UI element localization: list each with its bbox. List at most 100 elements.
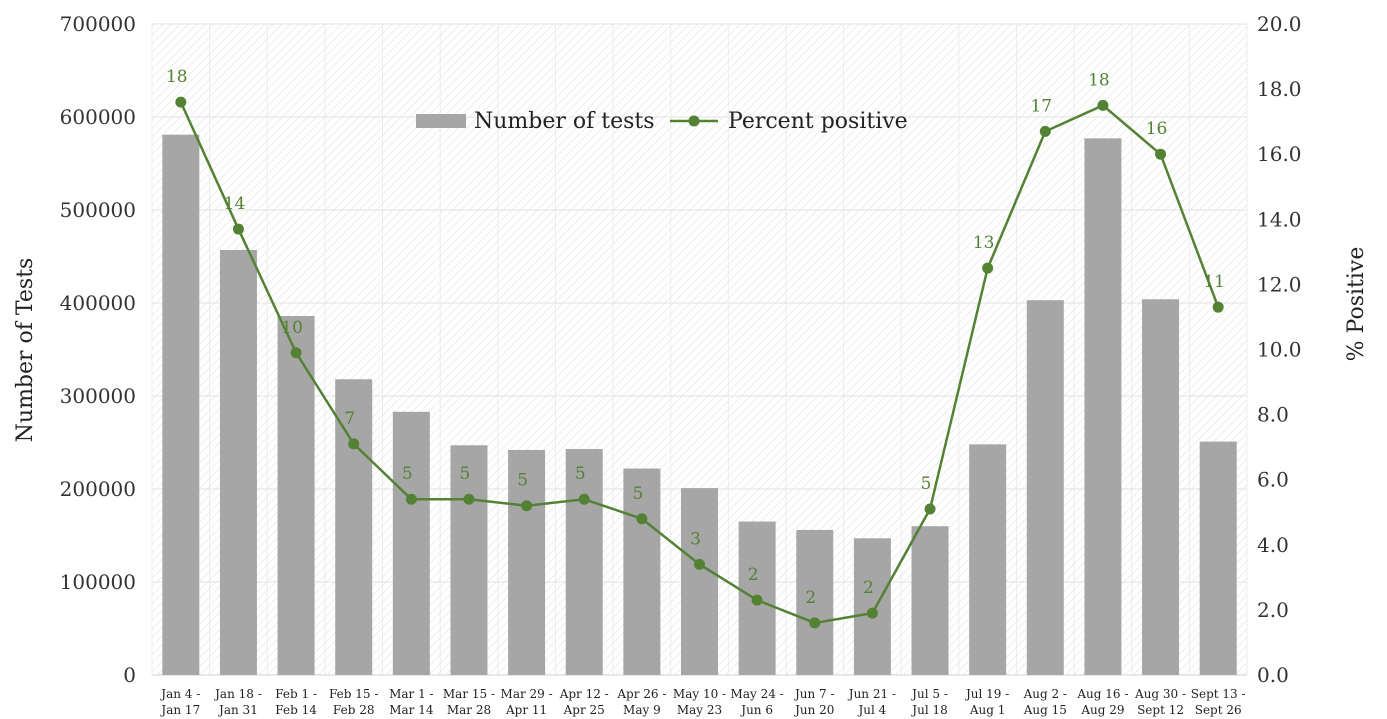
x-tick-label: Feb 1 -Feb 14 bbox=[275, 687, 317, 717]
data-label: 11 bbox=[1203, 272, 1225, 292]
x-tick-label: Jun 21 -Jul 4 bbox=[847, 687, 896, 717]
y-tick-label: 600000 bbox=[60, 105, 136, 129]
x-tick-label: Mar 1 -Mar 14 bbox=[389, 687, 434, 717]
data-label: 10 bbox=[281, 318, 303, 338]
y-tick-label: 400000 bbox=[60, 291, 136, 315]
x-tick-label: Apr 26 -May 9 bbox=[616, 687, 666, 717]
y2-tick-label: 14.0 bbox=[1257, 207, 1302, 231]
data-label: 14 bbox=[224, 194, 246, 214]
legend-swatch-bars bbox=[416, 114, 466, 128]
line-point bbox=[578, 493, 590, 505]
legend-label-bars: Number of tests bbox=[474, 109, 655, 134]
bar bbox=[1199, 441, 1237, 675]
y2-tick-label: 12.0 bbox=[1257, 272, 1302, 296]
bar bbox=[623, 468, 661, 675]
data-label: 18 bbox=[1088, 70, 1110, 90]
data-label: 5 bbox=[632, 484, 643, 504]
bar bbox=[681, 488, 718, 675]
x-tick-label: Aug 16 -Aug 29 bbox=[1076, 687, 1128, 717]
left-axis-title: Number of Tests bbox=[13, 258, 38, 443]
bar bbox=[1084, 138, 1122, 675]
y2-tick-label: 16.0 bbox=[1257, 142, 1302, 166]
data-label: 5 bbox=[402, 464, 413, 484]
data-label: 5 bbox=[575, 464, 586, 484]
line-series-percent-positive: 18 14 10 7 5 5 5 5 5 3 2 2 2 5 13 17 18 16 11 bbox=[166, 67, 1225, 629]
legend-label-line: Percent positive bbox=[728, 109, 908, 134]
left-y-axis-ticks: 0 100000 200000 300000 400000 500000 600000 700… bbox=[60, 12, 136, 687]
y-tick-label: 0 bbox=[123, 663, 136, 687]
line-point bbox=[290, 347, 302, 359]
x-tick-label: May 10 -May 23 bbox=[673, 687, 726, 717]
data-label: 16 bbox=[1146, 119, 1168, 139]
y-tick-label: 100000 bbox=[60, 570, 136, 594]
y2-tick-label: 6.0 bbox=[1257, 468, 1289, 492]
bar bbox=[392, 411, 430, 675]
data-label: 7 bbox=[344, 409, 355, 429]
line-point bbox=[232, 223, 244, 235]
x-tick-label: Mar 15 -Mar 28 bbox=[443, 687, 495, 717]
line-point bbox=[463, 493, 475, 505]
x-tick-label: Aug 2 -Aug 15 bbox=[1023, 687, 1067, 717]
line-point bbox=[751, 594, 763, 606]
x-tick-label: Apr 12 -Apr 25 bbox=[559, 687, 609, 717]
y2-tick-label: 2.0 bbox=[1257, 598, 1289, 622]
y2-tick-label: 10.0 bbox=[1257, 338, 1302, 362]
line-point bbox=[982, 262, 994, 274]
line-point bbox=[1155, 148, 1167, 160]
x-tick-label: Sept 13 -Sept 26 bbox=[1191, 687, 1246, 717]
data-label: 5 bbox=[460, 464, 471, 484]
line-point bbox=[1212, 301, 1224, 313]
x-tick-label: May 24 -Jun 6 bbox=[731, 687, 784, 717]
bar bbox=[565, 449, 603, 675]
x-tick-label: Jul 5 -Jul 18 bbox=[910, 687, 948, 717]
line-point bbox=[521, 500, 533, 512]
y-tick-label: 700000 bbox=[60, 12, 136, 36]
bar bbox=[277, 316, 315, 675]
line-point bbox=[348, 438, 360, 450]
line-point bbox=[1097, 99, 1109, 111]
data-label: 5 bbox=[921, 474, 932, 494]
legend: Number of tests Percent positive bbox=[416, 109, 908, 134]
line-point bbox=[405, 493, 417, 505]
data-label: 2 bbox=[748, 565, 759, 585]
x-tick-label: Jul 19 -Aug 1 bbox=[964, 687, 1009, 717]
x-tick-label: Feb 15 -Feb 28 bbox=[329, 687, 378, 717]
bar bbox=[1142, 299, 1180, 675]
data-label: 18 bbox=[166, 67, 188, 87]
y2-tick-label: 18.0 bbox=[1257, 77, 1302, 101]
line-point bbox=[694, 558, 705, 570]
data-label: 17 bbox=[1030, 96, 1052, 116]
data-label: 5 bbox=[517, 471, 528, 491]
bar bbox=[969, 444, 1007, 675]
y2-tick-label: 20.0 bbox=[1257, 12, 1302, 36]
bar bbox=[335, 379, 373, 675]
line-point bbox=[1039, 125, 1051, 137]
right-axis-title: % Positive bbox=[1344, 247, 1369, 362]
y2-tick-label: 0.0 bbox=[1257, 663, 1289, 687]
line-point bbox=[636, 513, 648, 525]
bar-series-number-of-tests bbox=[162, 134, 1237, 676]
bar bbox=[1026, 300, 1064, 675]
y-tick-label: 500000 bbox=[60, 198, 136, 222]
x-tick-label: Aug 30 -Sept 12 bbox=[1134, 687, 1186, 717]
x-axis-ticks: Jan 4 -Jan 17 Jan 18 -Jan 31 Feb 1 -Feb 14… bbox=[159, 687, 1245, 717]
line-point bbox=[809, 617, 821, 629]
bar bbox=[853, 538, 891, 675]
line-point bbox=[175, 96, 187, 108]
line-point bbox=[866, 607, 878, 619]
y-tick-label: 200000 bbox=[60, 477, 136, 501]
right-y-axis-ticks: 0.0 2.0 4.0 6.0 8.0 10.0 12.0 14.0 16.0 18.0 20.0 bbox=[1257, 12, 1302, 687]
line-point bbox=[924, 503, 936, 515]
bar bbox=[508, 449, 546, 675]
data-label: 3 bbox=[690, 529, 701, 549]
data-label: 2 bbox=[805, 588, 816, 608]
bar bbox=[450, 445, 488, 675]
x-tick-label: Mar 29 -Apr 11 bbox=[501, 687, 553, 717]
data-label: 2 bbox=[863, 578, 874, 598]
bar bbox=[219, 249, 257, 676]
x-tick-label: Jun 7 -Jun 20 bbox=[793, 687, 835, 717]
bar bbox=[162, 134, 200, 676]
data-label: 13 bbox=[973, 233, 995, 253]
bar bbox=[796, 529, 834, 675]
